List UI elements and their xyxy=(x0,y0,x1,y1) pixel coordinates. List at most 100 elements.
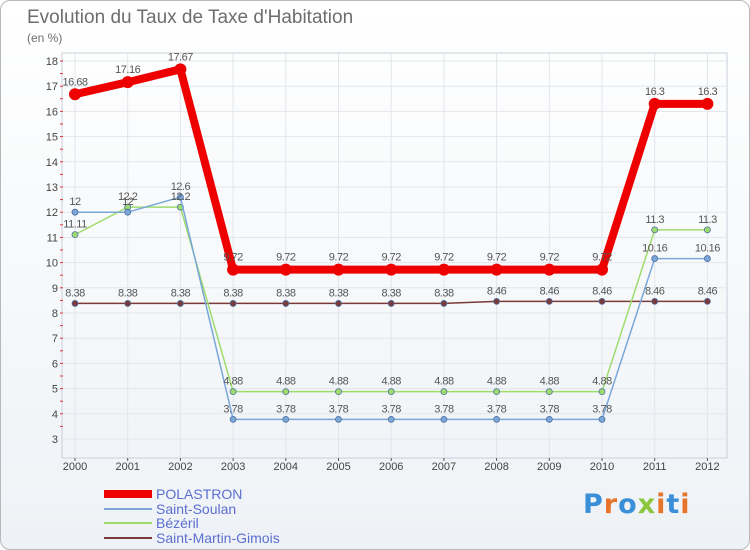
y-tick-label: 8 xyxy=(52,308,58,320)
data-point-saint-martin-gimois xyxy=(335,300,342,307)
logo-letter: P xyxy=(583,489,604,520)
data-point-bezeril xyxy=(282,388,290,396)
y-tick-label: 18 xyxy=(46,56,58,68)
data-label-polastron: 9.72 xyxy=(592,252,612,264)
y-tick-label: 14 xyxy=(46,157,58,169)
data-point-polastron xyxy=(385,263,398,276)
data-label-saint-martin-gimois: 8.38 xyxy=(223,287,243,299)
legend-item-saint-martin-gimois: Saint-Martin-Gimois xyxy=(104,530,280,546)
legend-item-polastron: POLASTRON xyxy=(104,486,242,502)
logo-letter: x xyxy=(637,489,657,520)
y-tick-label: 7 xyxy=(52,333,58,345)
data-point-bezeril xyxy=(493,388,501,396)
data-label-polastron: 16.3 xyxy=(645,86,665,98)
data-label-saint-martin-gimois: 8.46 xyxy=(487,285,507,297)
data-point-saint-soulan xyxy=(71,208,79,216)
data-point-saint-soulan xyxy=(598,415,606,423)
x-tick-label: 2011 xyxy=(643,461,667,473)
data-label-bezeril: 4.88 xyxy=(276,376,296,388)
legend-item-bezeril: Bézéril xyxy=(104,514,199,531)
y-tick-label: 3 xyxy=(52,434,58,446)
x-tick-label: 2003 xyxy=(221,461,245,473)
data-label-saint-soulan: 12.6 xyxy=(171,181,191,193)
chart-title: Evolution du Taux de Taxe d'Habitation xyxy=(27,7,354,28)
data-point-bezeril xyxy=(71,231,79,239)
data-label-saint-soulan: 3.78 xyxy=(592,403,612,415)
logo-letter: r xyxy=(603,489,619,520)
data-point-bezeril xyxy=(598,388,606,396)
legend-label-bezeril: Bézéril xyxy=(156,514,199,531)
data-point-polastron xyxy=(437,263,450,276)
data-label-saint-soulan: 3.78 xyxy=(487,403,507,415)
data-label-polastron: 9.72 xyxy=(381,252,401,264)
x-tick-label: 2007 xyxy=(432,461,456,473)
data-point-polastron xyxy=(174,63,187,76)
data-label-polastron: 9.72 xyxy=(223,252,243,264)
data-label-bezeril: 12.2 xyxy=(171,191,191,203)
data-point-saint-soulan xyxy=(387,415,395,423)
data-label-polastron: 9.72 xyxy=(487,252,507,264)
chart-subtitle: (en %) xyxy=(27,31,63,45)
data-label-saint-martin-gimois: 8.46 xyxy=(592,285,612,297)
data-point-saint-martin-gimois xyxy=(493,298,501,305)
data-label-polastron: 9.72 xyxy=(329,252,349,264)
data-label-saint-soulan: 12 xyxy=(69,196,81,208)
data-label-saint-soulan: 10.16 xyxy=(642,243,667,255)
data-point-saint-soulan xyxy=(282,415,290,423)
data-point-polastron xyxy=(121,76,134,89)
data-point-saint-soulan xyxy=(124,208,132,216)
data-label-bezeril: 4.88 xyxy=(381,376,401,388)
data-point-bezeril xyxy=(387,388,395,396)
y-tick-label: 17 xyxy=(46,81,58,93)
x-tick-label: 2012 xyxy=(695,461,719,473)
data-point-saint-soulan xyxy=(545,415,553,423)
data-label-bezeril: 4.88 xyxy=(592,376,612,388)
data-point-polastron xyxy=(648,97,661,110)
data-label-bezeril: 11.3 xyxy=(645,214,664,226)
data-label-saint-soulan: 3.78 xyxy=(381,403,401,415)
y-tick-label: 13 xyxy=(46,182,58,194)
data-label-saint-soulan: 3.78 xyxy=(329,403,349,415)
data-label-saint-martin-gimois: 8.46 xyxy=(645,285,665,297)
data-label-polastron: 17.67 xyxy=(168,51,193,63)
data-point-polastron xyxy=(596,263,608,276)
data-point-saint-martin-gimois xyxy=(598,298,606,305)
data-point-polastron xyxy=(279,263,292,276)
data-point-bezeril xyxy=(545,388,553,396)
legend-swatch-bezeril xyxy=(104,521,152,524)
data-point-saint-martin-gimois xyxy=(124,300,132,307)
data-point-saint-soulan xyxy=(651,255,659,262)
data-point-bezeril xyxy=(440,388,448,396)
y-tick-label: 15 xyxy=(46,132,58,144)
plot-area-border xyxy=(61,52,728,459)
data-label-bezeril: 12.2 xyxy=(118,191,138,203)
data-label-polastron: 9.72 xyxy=(276,252,296,264)
data-label-saint-soulan: 3.78 xyxy=(276,403,296,415)
data-label-saint-martin-gimois: 8.38 xyxy=(329,287,349,299)
data-label-bezeril: 4.88 xyxy=(540,376,560,388)
data-point-saint-soulan xyxy=(176,193,184,201)
data-label-saint-martin-gimois: 8.38 xyxy=(276,287,296,299)
legend-item-saint-soulan: Saint-Soulan xyxy=(104,501,236,517)
data-point-saint-martin-gimois xyxy=(176,300,184,307)
data-point-saint-martin-gimois xyxy=(440,300,448,307)
x-tick-label: 2008 xyxy=(484,461,508,473)
data-point-saint-soulan xyxy=(704,255,711,262)
legend-swatch-polastron xyxy=(104,489,152,498)
data-label-polastron: 16.3 xyxy=(698,86,718,98)
data-point-saint-soulan xyxy=(440,415,448,423)
data-point-saint-martin-gimois xyxy=(229,300,237,307)
x-tick-label: 2009 xyxy=(537,461,561,473)
data-point-saint-martin-gimois xyxy=(651,298,659,305)
proxiti-logo: Proxiti xyxy=(583,489,691,520)
data-point-saint-martin-gimois xyxy=(387,300,395,307)
y-tick-label: 10 xyxy=(46,258,58,270)
data-point-bezeril xyxy=(704,226,711,234)
x-tick-label: 2002 xyxy=(168,461,192,473)
data-point-saint-soulan xyxy=(229,415,237,423)
data-label-bezeril: 11.3 xyxy=(698,214,717,226)
data-label-saint-martin-gimois: 8.46 xyxy=(540,285,560,297)
data-label-saint-soulan: 12 xyxy=(122,196,134,208)
